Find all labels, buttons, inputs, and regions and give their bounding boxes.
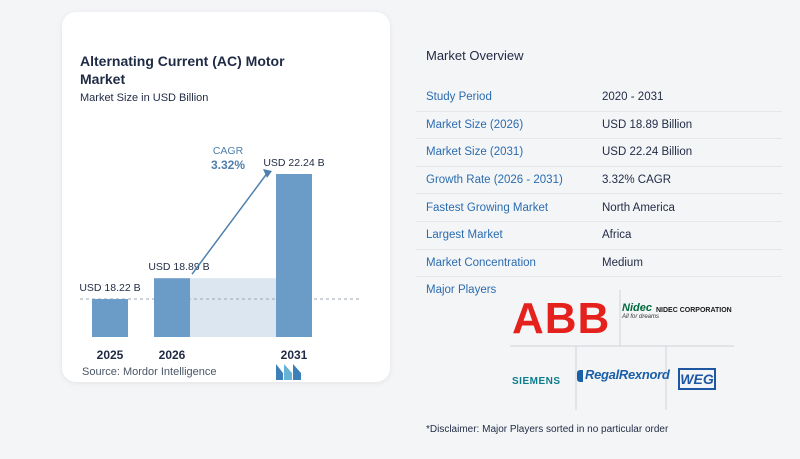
overview-value: 2020 - 2031 — [592, 84, 782, 112]
regal-rexnord-logo: RegalRexnord — [577, 364, 670, 386]
overview-value: USD 18.89 Billion — [592, 111, 782, 140]
cagr-arrowhead-icon — [263, 169, 272, 178]
growth-band — [190, 278, 276, 337]
nidec-mark: Nidec — [622, 302, 652, 314]
overview-value: USD 22.24 Billion — [592, 138, 782, 167]
cagr-value: 3.32% — [211, 158, 245, 172]
nidec-tagline: All for dreams — [622, 314, 660, 320]
bar-2025 — [92, 299, 128, 337]
major-players-label: Major Players — [426, 284, 497, 296]
overview-key: Fastest Growing Market — [416, 193, 592, 222]
overview-key: Market Size (2026) — [416, 111, 592, 140]
overview-row: Largest Market Africa — [416, 221, 782, 250]
overview-key: Growth Rate (2026 - 2031) — [416, 166, 592, 195]
overview-key: Market Size (2031) — [416, 138, 592, 167]
overview-row: Fastest Growing Market North America — [416, 193, 782, 222]
overview-key: Study Period — [416, 84, 592, 112]
overview-value: 3.32% CAGR — [592, 166, 782, 195]
overview-value: Medium — [592, 249, 782, 278]
bar-2031 — [276, 174, 312, 337]
siemens-wordmark: SIEMENS — [512, 376, 561, 387]
regal-wordmark: RegalRexnord — [585, 367, 670, 382]
overview-row: Market Concentration Medium — [416, 249, 782, 278]
disclaimer-text: *Disclaimer: Major Players sorted in no … — [426, 424, 669, 435]
tick-label-2025: 2025 — [97, 348, 124, 362]
cagr-label: CAGR — [213, 145, 244, 157]
overview-value: North America — [592, 193, 782, 222]
overview-title: Market Overview — [426, 48, 524, 63]
overview-row: Market Size (2026) USD 18.89 Billion — [416, 111, 782, 140]
chart-subtitle: Market Size in USD Billion — [80, 92, 209, 104]
overview-value: Africa — [592, 221, 782, 250]
weg-wordmark: WEG — [678, 368, 716, 390]
chart-title: Alternating Current (AC) Motor Market — [80, 53, 285, 87]
data-label-2031: USD 22.24 B — [263, 157, 324, 169]
abb-logo: ABB — [512, 296, 614, 342]
overview-table: Study Period 2020 - 2031 Market Size (2026… — [416, 84, 782, 278]
abb-wordmark: ABB — [512, 294, 611, 343]
siemens-logo: SIEMENS — [512, 376, 576, 392]
bar-2026 — [154, 278, 190, 337]
regal-swoosh-icon — [577, 370, 583, 382]
tick-label-2031: 2031 — [281, 348, 308, 362]
source-text: Source: Mordor Intelligence — [82, 366, 217, 378]
overview-row: Study Period 2020 - 2031 — [416, 84, 782, 112]
overview-row: Growth Rate (2026 - 2031) 3.32% CAGR — [416, 166, 782, 195]
data-label-2025: USD 18.22 B — [79, 282, 140, 294]
overview-row: Market Size (2031) USD 22.24 Billion — [416, 138, 782, 167]
cagr-arrow — [191, 171, 269, 275]
overview-key: Largest Market — [416, 221, 592, 250]
logo-grid-lines — [510, 290, 734, 410]
overview-key: Market Concentration — [416, 249, 592, 278]
weg-logo: WEG — [678, 368, 718, 394]
chart-card: USD 18.22 B 2025 USD 18.89 B 2026 USD 22.24 … — [62, 12, 390, 382]
tick-label-2026: 2026 — [159, 348, 186, 362]
mordor-logo-icon — [276, 364, 301, 380]
nidec-corporation-name: NIDEC CORPORATION — [656, 307, 732, 314]
nidec-logo: Nidec All for dreams NIDEC CORPORATION — [622, 302, 732, 326]
